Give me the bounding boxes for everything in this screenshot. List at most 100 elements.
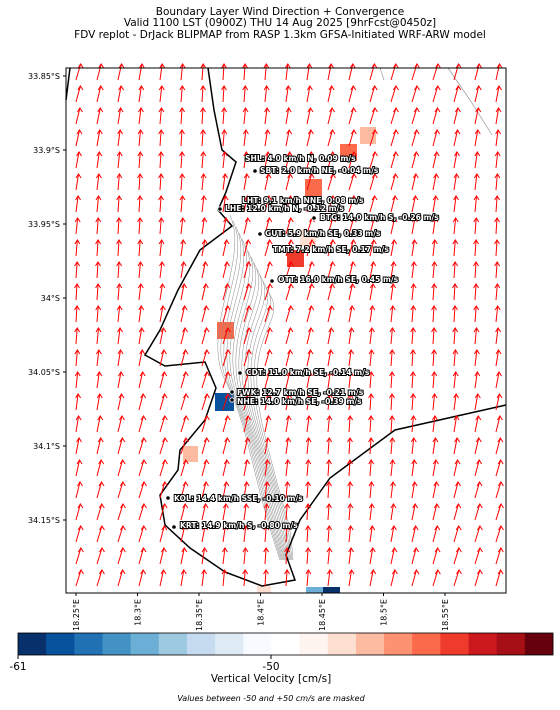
wind-arrow-head <box>243 151 250 157</box>
wind-arrow <box>453 349 456 367</box>
wind-arrow-head <box>393 107 399 113</box>
wind-arrow-head <box>182 481 189 487</box>
wind-arrow <box>390 569 396 587</box>
wind-arrow <box>474 239 477 257</box>
wind-arrow-head <box>285 107 292 113</box>
wind-arrow-head <box>158 239 165 245</box>
wind-arrow-head <box>455 503 462 509</box>
wind-arrow <box>411 569 417 587</box>
wind-arrow <box>117 151 121 169</box>
wind-arrow-head <box>328 63 335 69</box>
wind-arrow-head <box>306 393 313 399</box>
wind-arrow-head <box>265 151 271 157</box>
wind-arrow-head <box>95 195 102 201</box>
wind-arrow <box>138 525 145 543</box>
wind-arrow <box>180 547 185 565</box>
wind-arrow-head <box>96 129 103 135</box>
wind-arrow <box>327 261 334 279</box>
wind-arrow <box>159 63 163 81</box>
wind-arrow <box>138 393 144 411</box>
wind-arrow-head <box>452 261 459 267</box>
terrain-contour <box>247 274 291 561</box>
wind-arrow-head <box>116 305 123 311</box>
wind-arrow <box>369 195 376 213</box>
wind-arrow <box>243 503 247 521</box>
station-dot <box>311 215 317 221</box>
wind-arrow <box>180 239 184 257</box>
wind-arrow-head <box>455 547 462 553</box>
wind-arrow <box>264 547 267 565</box>
wind-arrow-head <box>412 195 419 201</box>
wind-arrow <box>390 415 393 433</box>
wind-arrow <box>285 503 288 521</box>
footnote: Values between -50 and +50 cm/s are mask… <box>177 694 365 703</box>
wind-arrow <box>201 85 204 103</box>
wind-arrow <box>159 107 162 125</box>
wind-arrow <box>306 217 313 235</box>
wind-arrow-head <box>330 195 336 201</box>
wind-arrow-head <box>141 481 147 487</box>
wind-arrow-head <box>242 85 249 91</box>
wind-arrow-head <box>452 217 459 223</box>
wind-arrow <box>327 85 333 103</box>
wind-arrow-head <box>99 525 105 531</box>
wind-arrow-head <box>494 151 501 157</box>
wind-arrow <box>180 459 187 477</box>
wind-arrow <box>201 393 208 411</box>
wind-arrow-head <box>182 327 188 333</box>
wind-arrow <box>180 371 187 389</box>
wind-arrow-head <box>452 349 459 355</box>
wind-arrow <box>138 503 145 521</box>
convergence-cell <box>300 230 316 246</box>
wind-arrow <box>201 195 205 213</box>
wind-arrow <box>306 261 313 279</box>
wind-arrow <box>411 195 416 213</box>
wind-arrow-head <box>204 371 210 377</box>
wind-arrow <box>138 305 142 323</box>
wind-arrow <box>390 173 396 191</box>
wind-arrow-head <box>224 437 231 443</box>
wind-arrow <box>75 547 82 565</box>
wind-arrow <box>96 371 100 389</box>
wind-arrow-head <box>431 283 438 289</box>
wind-arrow-head <box>78 569 84 575</box>
wind-arrow <box>264 437 269 455</box>
wind-arrow <box>348 217 355 235</box>
wind-arrow-head <box>327 371 334 377</box>
lon-label: 18.55°E <box>441 599 450 631</box>
wind-arrow <box>411 217 416 235</box>
wind-arrow <box>159 239 163 257</box>
wind-arrow <box>285 569 288 587</box>
wind-arrow <box>75 129 80 147</box>
wind-arrow <box>243 437 249 455</box>
wind-arrow-head <box>244 217 251 223</box>
wind-arrow-head <box>287 327 294 333</box>
wind-arrow-head <box>454 129 461 135</box>
wind-arrow <box>264 239 271 257</box>
wind-arrow <box>474 481 481 499</box>
station-dot <box>229 389 235 395</box>
wind-arrow-head <box>495 327 502 333</box>
wind-arrow-head <box>494 217 500 223</box>
wind-arrow <box>222 459 228 477</box>
wind-arrow-head <box>242 129 249 135</box>
station-label: FWK: 12.7 km/h SE, -0.21 m/s <box>237 388 364 397</box>
wind-arrow <box>411 129 418 147</box>
wind-arrow <box>306 63 310 81</box>
wind-arrow <box>117 525 124 543</box>
wind-arrow-head <box>391 525 397 531</box>
wind-arrow <box>75 195 79 213</box>
convergence-cell <box>183 446 198 462</box>
wind-arrow <box>369 371 372 389</box>
wind-arrow-head <box>179 63 186 69</box>
wind-arrow-head <box>77 503 84 509</box>
wind-arrow <box>495 547 502 565</box>
wind-arrow <box>453 305 456 323</box>
wind-arrow <box>138 437 145 455</box>
wind-arrow <box>495 415 501 433</box>
wind-arrow-head <box>350 261 356 267</box>
wind-arrow-head <box>326 525 333 531</box>
wind-arrow-head <box>498 503 504 509</box>
wind-arrow-head <box>264 107 270 113</box>
wind-arrow <box>117 261 120 279</box>
